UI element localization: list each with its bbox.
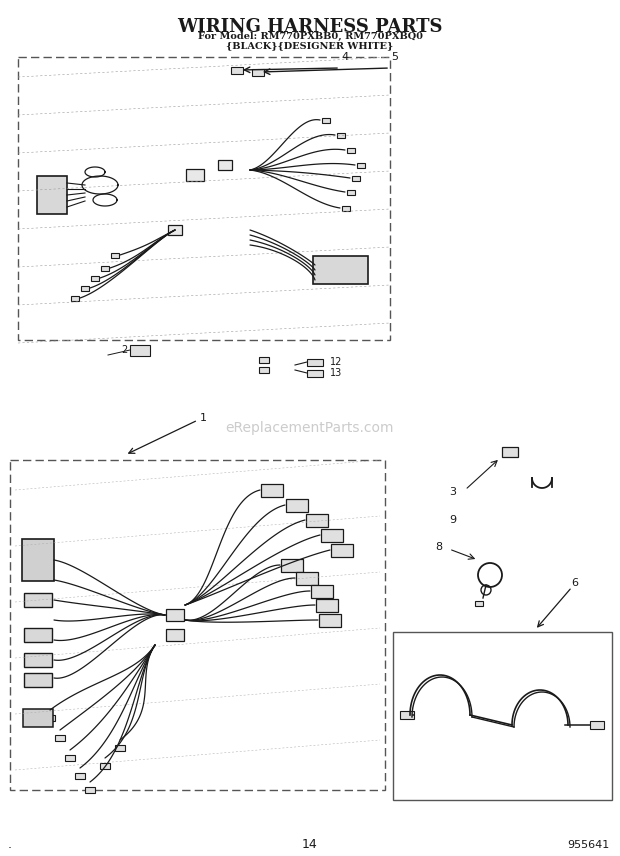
Bar (166, 629, 184, 641)
Bar (331, 544, 353, 556)
Text: eReplacementParts.com: eReplacementParts.com (226, 421, 394, 435)
Text: 6: 6 (572, 578, 578, 588)
Bar (24, 628, 52, 642)
Bar (85, 787, 95, 793)
Bar (475, 601, 483, 605)
Bar (322, 117, 330, 122)
Bar (10, 460, 385, 790)
Bar (218, 160, 232, 170)
Text: 2: 2 (122, 345, 128, 355)
Bar (307, 359, 323, 366)
Bar (342, 205, 350, 211)
Bar (101, 265, 109, 270)
Bar (23, 709, 53, 727)
Bar (168, 225, 182, 235)
Text: 13: 13 (330, 368, 342, 378)
Bar (312, 256, 368, 284)
Text: .: . (8, 839, 12, 852)
Bar (71, 295, 79, 300)
Text: 1: 1 (200, 413, 207, 423)
Bar (261, 484, 283, 496)
Bar (18, 57, 390, 340)
Bar (24, 653, 52, 667)
Bar (590, 721, 604, 729)
Bar (166, 609, 184, 621)
Text: {BLACK}{DESIGNER WHITE}: {BLACK}{DESIGNER WHITE} (226, 41, 394, 50)
Bar (45, 715, 55, 721)
Bar (37, 176, 67, 214)
Bar (352, 175, 360, 181)
Text: 14: 14 (302, 839, 318, 852)
Bar (357, 163, 365, 168)
Bar (321, 528, 343, 542)
Bar (24, 673, 52, 687)
Text: For Model: RM770PXBB0, RM770PXBQ0: For Model: RM770PXBB0, RM770PXBQ0 (198, 32, 422, 41)
Bar (337, 133, 345, 138)
Bar (130, 344, 150, 355)
Bar (296, 572, 318, 585)
Bar (393, 632, 612, 800)
Bar (252, 68, 264, 75)
Text: 5: 5 (391, 52, 399, 62)
Text: 4: 4 (342, 52, 348, 62)
Bar (55, 735, 65, 741)
Bar (259, 367, 269, 373)
Bar (307, 370, 323, 377)
Bar (316, 598, 338, 611)
Bar (111, 253, 119, 258)
Bar (286, 498, 308, 512)
Bar (75, 773, 85, 779)
Bar (24, 593, 52, 607)
Text: WIRING HARNESS PARTS: WIRING HARNESS PARTS (177, 18, 443, 36)
Bar (259, 357, 269, 363)
Bar (319, 614, 341, 627)
Bar (281, 558, 303, 572)
Text: 955641: 955641 (568, 840, 610, 850)
Bar (502, 447, 518, 457)
Bar (100, 763, 110, 769)
Bar (81, 286, 89, 290)
Bar (65, 755, 75, 761)
Bar (231, 67, 243, 74)
Bar (186, 169, 204, 181)
Bar (115, 745, 125, 751)
Bar (347, 189, 355, 194)
Bar (400, 711, 414, 719)
Text: 3: 3 (449, 487, 456, 497)
Text: 12: 12 (330, 357, 342, 367)
Bar (91, 276, 99, 281)
Text: 8: 8 (435, 542, 442, 552)
Bar (311, 585, 333, 597)
Bar (306, 514, 328, 526)
Text: 9: 9 (449, 515, 456, 525)
Bar (347, 147, 355, 152)
Bar (22, 539, 54, 581)
